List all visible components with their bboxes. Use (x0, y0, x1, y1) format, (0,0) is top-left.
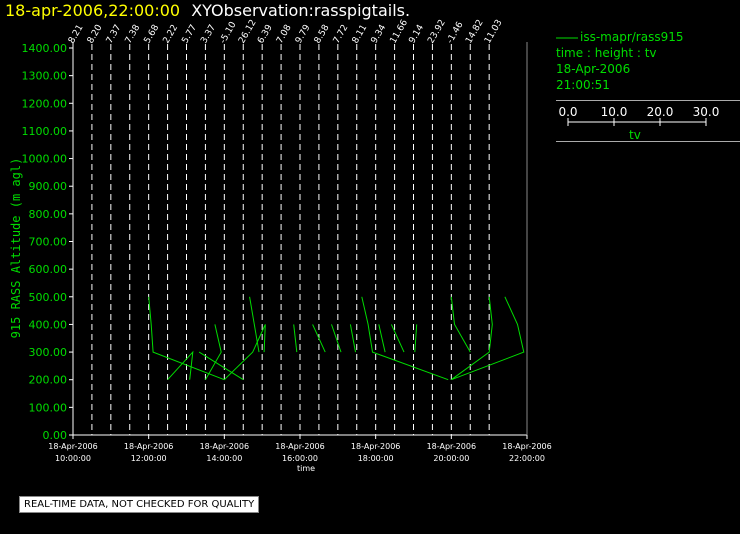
x-tick-date: 18-Apr-2006 (502, 442, 551, 451)
profile-value-label: 11.03 (483, 18, 505, 45)
y-tick-label: 800.00 (29, 208, 68, 221)
profile-value-label: 5.77 (180, 23, 199, 45)
y-tick-label: 200.00 (29, 374, 68, 387)
series-line (414, 324, 418, 353)
x-tick-date: 18-Apr-2006 (427, 442, 476, 451)
legend-line-swatch (556, 37, 578, 38)
profile-value-label: 2.22 (162, 23, 181, 45)
profile-value-label: 9.79 (294, 23, 313, 46)
x-tick-date: 18-Apr-2006 (124, 442, 173, 451)
profile-value-label: 26.12 (237, 18, 259, 45)
series-line (451, 296, 493, 381)
profile-value-label: -1.46 (445, 20, 465, 45)
series-line (331, 324, 342, 353)
series-line (451, 296, 525, 381)
header: 18-apr-2006,22:00:00 XYObservation:rassp… (5, 1, 410, 20)
y-tick-label: 500.00 (29, 291, 68, 304)
y-tick-label: 0.00 (43, 429, 68, 442)
profile-value-label: 11.66 (389, 18, 411, 46)
x-tick-time: 10:00:00 (55, 454, 91, 463)
profile-value-label: 6.39 (256, 23, 275, 46)
legend-date: 18-Apr-2006 (556, 62, 631, 76)
legend-divider-bottom (556, 141, 740, 142)
y-tick-label: 1000.00 (22, 153, 68, 166)
x-axis-label: time (297, 464, 315, 473)
legend-divider-top (556, 100, 740, 101)
color-scale-label: tv (629, 128, 641, 142)
y-axis-label: 915 RASS Altitude (m agl) (9, 158, 23, 339)
y-tick-label: 1200.00 (22, 97, 68, 110)
series-line (349, 324, 356, 353)
scale-tick-2: 20.0 (647, 105, 674, 119)
x-tick-date: 18-Apr-2006 (48, 442, 97, 451)
series-line (378, 324, 386, 353)
color-scale: 0.0 10.0 20.0 30.0 (558, 105, 720, 126)
series-line (249, 296, 260, 353)
scale-tick-3: 30.0 (693, 105, 720, 119)
y-tick-label: 1300.00 (22, 70, 68, 83)
series-line (390, 324, 405, 353)
profile-value-label: 5.68 (143, 23, 162, 46)
profile-value-label: 23.92 (426, 18, 448, 45)
series-line (148, 296, 266, 381)
legend-series-label: iss-mapr/rass915 (580, 30, 684, 44)
x-tick-date: 18-Apr-2006 (275, 442, 324, 451)
profile-value-label: 9.34 (370, 23, 389, 46)
profile-value-label: 8.21 (67, 23, 86, 45)
profile-value-label: 9.14 (407, 23, 426, 46)
profile-value-label: 8.58 (313, 23, 332, 46)
series-line (204, 324, 222, 380)
profile-value-label: 7.38 (124, 23, 143, 46)
profile-value-label: -5.10 (218, 20, 238, 45)
series-line (450, 296, 471, 353)
y-tick-label: 1400.00 (22, 42, 68, 55)
series-line (198, 351, 244, 381)
legend-time: 21:00:51 (556, 78, 610, 92)
profile-value-label: 8.20 (86, 23, 105, 46)
x-tick-time: 14:00:00 (206, 454, 242, 463)
x-tick-date: 18-Apr-2006 (351, 442, 400, 451)
y-tick-label: 600.00 (29, 263, 68, 276)
legend-series: iss-mapr/rass915 (556, 29, 684, 45)
x-tick-time: 12:00:00 (131, 454, 167, 463)
x-tick-time: 22:00:00 (509, 454, 545, 463)
profile-value-label: 7.72 (332, 23, 351, 45)
x-tick-time: 16:00:00 (282, 454, 318, 463)
y-tick-label: 300.00 (29, 346, 68, 359)
legend: iss-mapr/rass915 time : height : tv 18-A… (556, 29, 684, 93)
profile-value-label: 3.37 (199, 23, 218, 45)
scale-tick-1: 10.0 (601, 105, 628, 119)
profile-value-label: 14.82 (464, 18, 486, 45)
y-tick-label: 400.00 (29, 318, 68, 331)
header-title: XYObservation:rasspigtails. (191, 1, 411, 20)
legend-axes: time : height : tv (556, 46, 657, 60)
series-line (312, 324, 326, 353)
x-tick-date: 18-Apr-2006 (200, 442, 249, 451)
series-line (361, 296, 449, 381)
y-tick-label: 1100.00 (22, 125, 68, 138)
profile-value-label: 8.11 (351, 23, 370, 45)
y-tick-label: 100.00 (29, 401, 68, 414)
profile-value-label: 7.08 (275, 23, 294, 46)
x-tick-time: 20:00:00 (433, 454, 469, 463)
scale-tick-0: 0.0 (558, 105, 577, 119)
header-date-time: 18-apr-2006,22:00:00 (5, 1, 181, 20)
y-tick-label: 700.00 (29, 236, 68, 249)
quality-notice: REAL-TIME DATA, NOT CHECKED FOR QUALITY (19, 496, 260, 513)
series-line (167, 350, 194, 381)
profile-value-label: 7.37 (105, 23, 124, 45)
y-tick-label: 900.00 (29, 180, 68, 193)
x-tick-time: 18:00:00 (358, 454, 394, 463)
series-line (293, 324, 298, 353)
